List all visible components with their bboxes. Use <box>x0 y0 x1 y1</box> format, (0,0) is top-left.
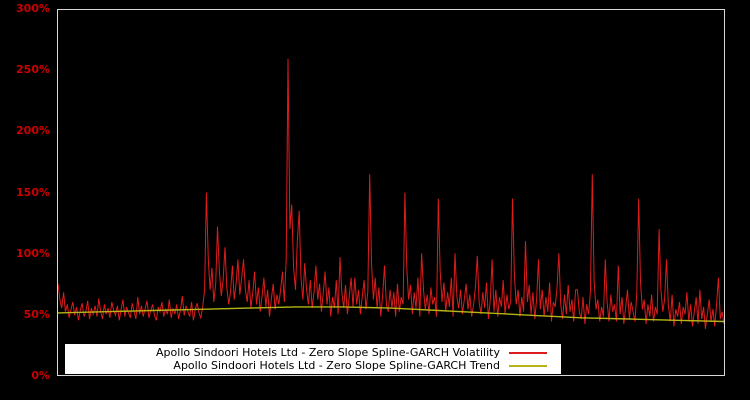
plot-area <box>57 9 725 376</box>
y-tick-label: 100% <box>16 246 50 260</box>
y-tick-label: 150% <box>16 185 50 199</box>
y-tick-label: 0% <box>31 369 50 382</box>
y-axis: 0% 50% 100% 150% 200% 250% 300% <box>0 0 52 400</box>
legend-box: Apollo Sindoori Hotels Ltd - Zero Slope … <box>65 344 561 374</box>
trend-line <box>58 306 724 323</box>
legend-item-trend: Apollo Sindoori Hotels Ltd - Zero Slope … <box>69 358 547 372</box>
legend-item-volatility: Apollo Sindoori Hotels Ltd - Zero Slope … <box>69 345 547 359</box>
volatility-line <box>58 58 724 329</box>
legend-line-sample-trend <box>509 364 547 367</box>
y-tick-label: 300% <box>16 2 50 15</box>
legend-label-volatility: Apollo Sindoori Hotels Ltd - Zero Slope … <box>156 345 500 359</box>
legend-label-trend: Apollo Sindoori Hotels Ltd - Zero Slope … <box>173 358 500 372</box>
chart-canvas <box>58 58 724 329</box>
y-tick-label: 250% <box>16 63 50 77</box>
legend-line-sample-volatility <box>509 351 547 354</box>
y-tick-label: 50% <box>23 307 50 321</box>
y-tick-label: 200% <box>16 124 50 138</box>
